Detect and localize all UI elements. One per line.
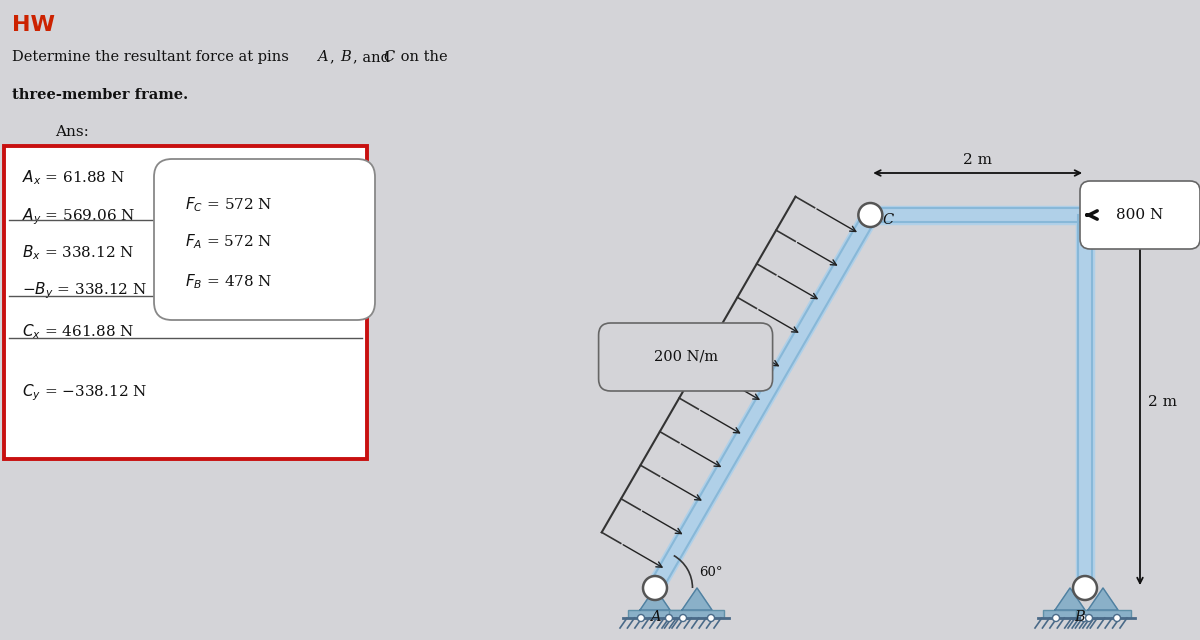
Text: $F_B$ = 478 N: $F_B$ = 478 N [185,272,272,291]
Text: C: C [383,50,395,64]
Text: Ans:: Ans: [55,125,89,139]
Polygon shape [1088,588,1118,610]
Circle shape [708,614,714,621]
Polygon shape [682,588,712,610]
FancyBboxPatch shape [1075,610,1130,618]
Text: $A_x$ = 61.88 N: $A_x$ = 61.88 N [22,168,125,187]
Text: $C_y$ = −338.12 N: $C_y$ = −338.12 N [22,382,148,403]
FancyBboxPatch shape [670,610,725,618]
Text: $-B_y$ = 338.12 N: $-B_y$ = 338.12 N [22,280,148,301]
Text: 200 N/m: 200 N/m [654,350,718,364]
FancyBboxPatch shape [1043,610,1098,618]
Polygon shape [640,588,670,610]
Circle shape [858,203,882,227]
Text: 2 m: 2 m [964,153,992,167]
Text: B: B [1075,610,1085,624]
FancyBboxPatch shape [1080,181,1200,249]
Circle shape [637,614,644,621]
Circle shape [1052,614,1060,621]
Text: A: A [317,50,328,64]
Text: B: B [340,50,350,64]
Circle shape [1114,614,1121,621]
Text: on the: on the [396,50,448,64]
Circle shape [1086,614,1092,621]
Text: 60°: 60° [698,566,722,579]
Text: C: C [883,213,894,227]
Text: 800 N: 800 N [1116,208,1164,222]
Circle shape [643,576,667,600]
Circle shape [666,614,672,621]
Circle shape [1080,614,1087,621]
Text: 2 m: 2 m [1148,394,1177,408]
Text: $C_x$ = 461.88 N: $C_x$ = 461.88 N [22,322,134,340]
Text: HW: HW [12,15,55,35]
Text: $F_A$ = 572 N: $F_A$ = 572 N [185,232,272,251]
Text: ,: , [330,50,340,64]
Text: $B_x$ = 338.12 N: $B_x$ = 338.12 N [22,243,134,262]
Text: $F_C$ = 572 N: $F_C$ = 572 N [185,195,272,214]
FancyBboxPatch shape [154,159,374,320]
FancyBboxPatch shape [628,610,683,618]
Text: Determine the resultant force at pins: Determine the resultant force at pins [12,50,294,64]
Text: A: A [649,610,660,624]
FancyBboxPatch shape [4,146,367,459]
Text: , and: , and [353,50,395,64]
Circle shape [679,614,686,621]
Polygon shape [1055,588,1085,610]
Circle shape [1073,576,1097,600]
Text: three-member frame.: three-member frame. [12,88,188,102]
Text: $A_y$ = 569.06 N: $A_y$ = 569.06 N [22,206,136,227]
FancyBboxPatch shape [599,323,773,391]
